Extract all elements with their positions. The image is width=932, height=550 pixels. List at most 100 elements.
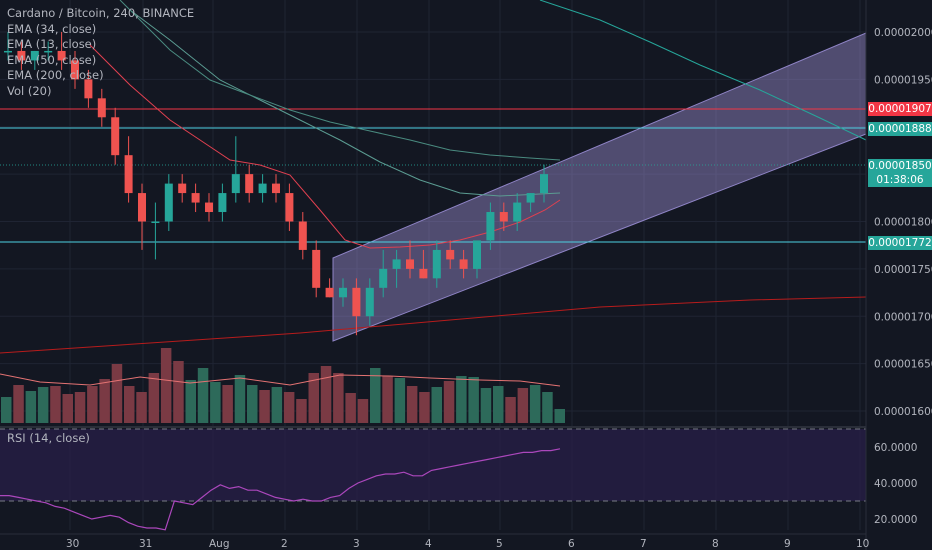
ema50-line xyxy=(129,9,561,197)
candle-body xyxy=(164,183,173,222)
candle-body xyxy=(365,287,374,317)
candle-body xyxy=(540,174,548,194)
volume-bar xyxy=(74,392,86,423)
volume-bar xyxy=(382,376,393,423)
volume-bar xyxy=(247,385,258,423)
candle-body xyxy=(406,259,414,269)
rsi-line xyxy=(0,448,561,531)
candle-body xyxy=(57,50,66,61)
candle-body xyxy=(513,202,522,222)
candle-body xyxy=(285,193,294,222)
volume-bar xyxy=(493,386,504,423)
candle-body xyxy=(379,268,388,288)
volume-bar xyxy=(148,373,160,423)
volume-bar xyxy=(406,386,418,423)
chart-legend: Cardano / Bitcoin, 240, BINANCE EMA (34,… xyxy=(7,6,194,99)
ema13-line xyxy=(89,44,561,249)
volume-bar xyxy=(394,378,406,423)
x-tick-label: 6 xyxy=(568,538,575,550)
volume-bar xyxy=(542,392,553,423)
candle-body xyxy=(459,259,468,269)
volume-bar xyxy=(431,387,442,423)
volume-bar xyxy=(345,393,356,423)
candle-body xyxy=(486,212,495,241)
candle-body xyxy=(111,117,120,156)
candle-body xyxy=(325,287,334,298)
volume-bar xyxy=(554,409,565,423)
candle-body xyxy=(218,193,227,213)
volume-bar xyxy=(99,379,110,423)
candle-body xyxy=(258,183,267,194)
volume-bar xyxy=(296,399,307,423)
volume-bar xyxy=(234,375,246,423)
legend-ema34: EMA (34, close) xyxy=(7,21,97,36)
legend-ema50: EMA (50, close) xyxy=(7,52,97,67)
candle-body xyxy=(44,50,53,53)
candle-body xyxy=(432,249,441,279)
volume-bar xyxy=(259,390,270,423)
candle-body xyxy=(419,268,428,279)
volume-bar xyxy=(37,387,49,423)
x-tick-label: 30 xyxy=(66,538,79,550)
x-tick-label: 10 xyxy=(856,538,869,550)
volume-bar xyxy=(443,381,455,423)
volume-bar xyxy=(517,388,529,423)
x-tick-label: 4 xyxy=(425,538,432,550)
volume-bar xyxy=(62,394,73,423)
x-tick-label: 8 xyxy=(712,538,719,550)
volume-bar xyxy=(468,377,479,423)
candle-body xyxy=(392,259,401,269)
y-tick-label: 0.00001650 xyxy=(874,359,932,371)
candle-body xyxy=(71,60,79,80)
candle-body xyxy=(205,202,213,213)
price-tag-cyan-top: 0.00001888 xyxy=(868,122,932,136)
volume-bar xyxy=(173,361,184,423)
volume-bar xyxy=(185,380,196,423)
volume-bar xyxy=(333,373,344,423)
candle-body xyxy=(526,193,535,203)
candle-body xyxy=(191,193,200,203)
y-tick-label: 0.00001600 xyxy=(874,406,932,418)
legend-title: Cardano / Bitcoin, 240, BINANCE xyxy=(7,6,195,20)
candle-body xyxy=(352,287,361,317)
volume-bar xyxy=(197,368,209,423)
candle-body xyxy=(499,212,508,222)
y-tick-label: 0.00002000 xyxy=(874,27,932,39)
legend-ema13: EMA (13, close) xyxy=(7,37,97,51)
volume-bar xyxy=(308,373,319,423)
ema200-line xyxy=(539,0,867,141)
x-tick-label: 5 xyxy=(496,538,503,550)
volume-bar xyxy=(124,386,135,423)
volume-bar xyxy=(505,397,516,423)
volume-bar xyxy=(320,366,332,423)
volume-bar xyxy=(271,387,283,423)
volume-bar xyxy=(370,368,381,423)
x-tick-label: 3 xyxy=(353,538,360,550)
volume-bar xyxy=(210,382,221,423)
y-tick-label: 0.00001950 xyxy=(874,74,932,86)
candle-body xyxy=(124,155,133,194)
volume-bar xyxy=(357,399,369,423)
volume-bar xyxy=(456,376,467,423)
candle-body xyxy=(138,193,146,222)
volume-bar xyxy=(87,386,98,423)
volume-bar xyxy=(111,364,123,423)
rsi-tick-label: 60.0000 xyxy=(874,442,917,454)
candle-body xyxy=(231,174,240,194)
price-tag-red-line: 0.00001907 xyxy=(868,102,932,116)
x-tick-label: 9 xyxy=(784,538,791,550)
candle-body xyxy=(473,240,481,269)
volume-bar xyxy=(480,388,492,423)
price-tag-cyan-bottom: 0.00001772 xyxy=(868,236,932,250)
volume-bar xyxy=(529,385,541,423)
ema34-line xyxy=(119,0,561,161)
ema-long-red-line xyxy=(0,296,867,354)
x-tick-label: Aug xyxy=(209,538,230,550)
countdown-tag: 01:38:06 xyxy=(868,173,932,187)
volume-bar xyxy=(25,391,37,423)
volume-bar xyxy=(50,386,61,423)
rsi-tick-label: 40.0000 xyxy=(874,478,917,490)
candle-body xyxy=(298,221,307,250)
candle-body xyxy=(339,287,347,298)
y-tick-label: 0.00001750 xyxy=(874,264,932,276)
